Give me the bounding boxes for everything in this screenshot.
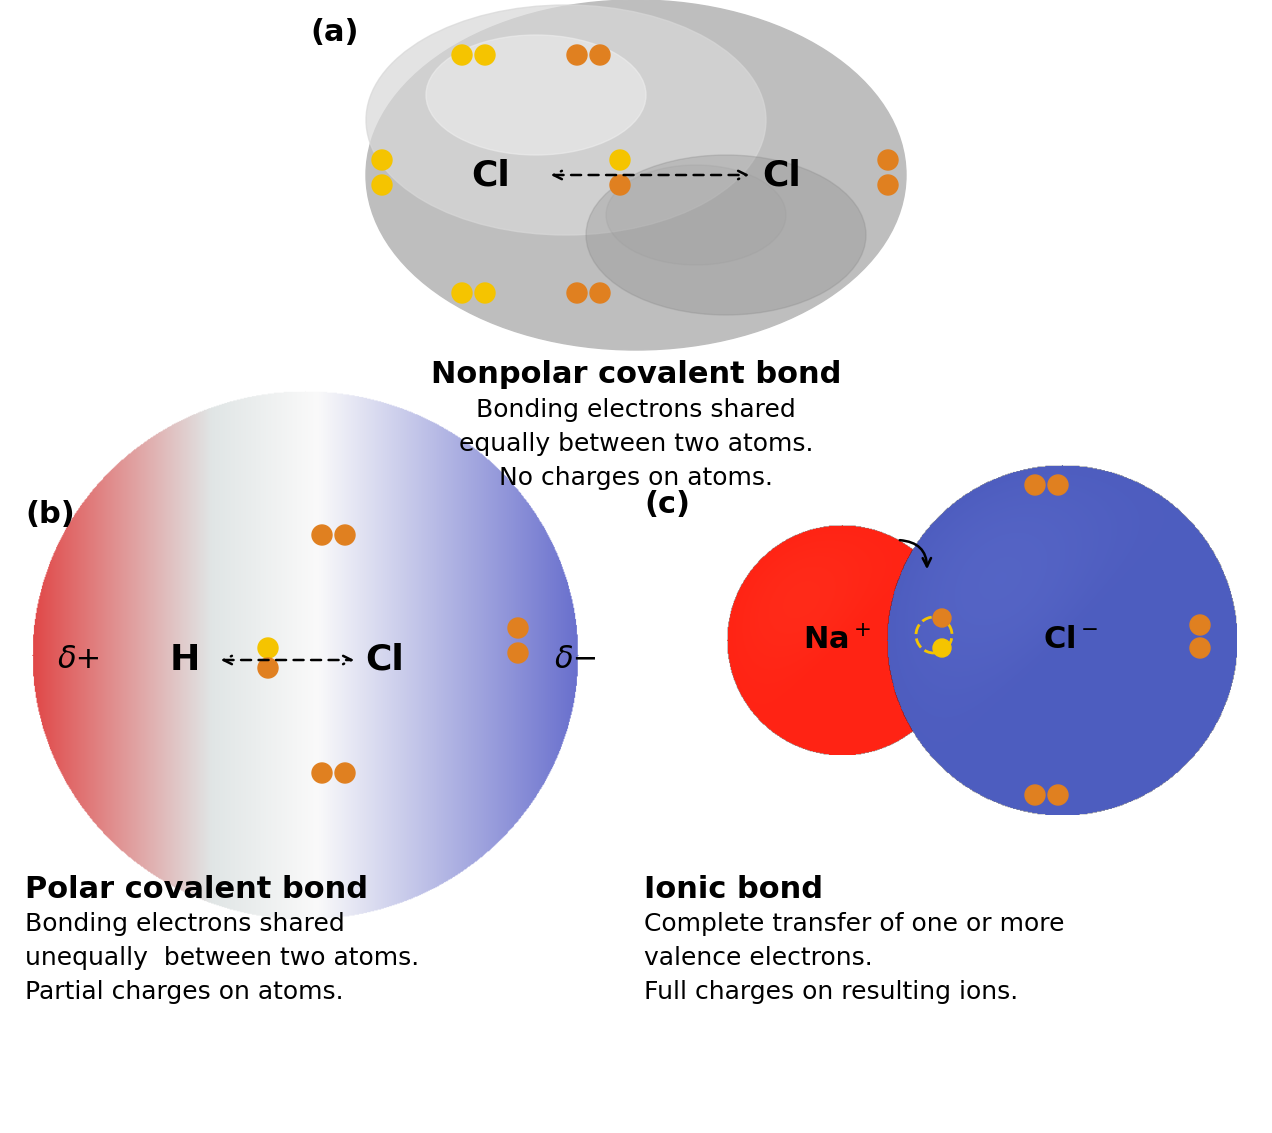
- Ellipse shape: [605, 165, 786, 265]
- Text: (a): (a): [310, 18, 359, 46]
- Circle shape: [508, 644, 528, 663]
- Circle shape: [932, 610, 951, 627]
- Text: Bonding electrons shared: Bonding electrons shared: [25, 912, 345, 936]
- Text: Cl$^-$: Cl$^-$: [1043, 625, 1098, 655]
- Circle shape: [258, 638, 279, 658]
- Circle shape: [1191, 615, 1210, 634]
- Circle shape: [371, 150, 392, 170]
- Circle shape: [312, 763, 332, 783]
- Circle shape: [1025, 475, 1046, 495]
- Text: Full charges on resulting ions.: Full charges on resulting ions.: [644, 980, 1019, 1004]
- Circle shape: [1191, 638, 1210, 658]
- Text: Cl: Cl: [365, 644, 403, 678]
- Text: valence electrons.: valence electrons.: [644, 946, 873, 970]
- Text: equally between two atoms.: equally between two atoms.: [459, 432, 813, 455]
- Ellipse shape: [366, 0, 906, 350]
- Circle shape: [932, 639, 951, 657]
- Circle shape: [312, 525, 332, 545]
- Circle shape: [474, 283, 495, 303]
- Text: (c): (c): [644, 489, 689, 519]
- Circle shape: [1025, 785, 1046, 806]
- Text: Ionic bond: Ionic bond: [644, 875, 823, 904]
- Circle shape: [258, 658, 279, 678]
- Text: Bonding electrons shared: Bonding electrons shared: [476, 398, 796, 421]
- Circle shape: [590, 283, 611, 303]
- Circle shape: [567, 45, 586, 65]
- Circle shape: [452, 283, 472, 303]
- Text: H: H: [169, 644, 200, 678]
- Circle shape: [611, 174, 630, 195]
- Text: Polar covalent bond: Polar covalent bond: [25, 875, 368, 904]
- Text: (b): (b): [25, 500, 75, 529]
- Circle shape: [335, 525, 355, 545]
- Circle shape: [878, 150, 898, 170]
- Text: No charges on atoms.: No charges on atoms.: [499, 466, 773, 489]
- Text: unequally  between two atoms.: unequally between two atoms.: [25, 946, 420, 970]
- Text: δ+: δ+: [59, 646, 102, 674]
- Text: Cl: Cl: [471, 157, 510, 191]
- Ellipse shape: [366, 5, 766, 235]
- Ellipse shape: [586, 155, 866, 315]
- Circle shape: [335, 763, 355, 783]
- Circle shape: [611, 150, 630, 170]
- Circle shape: [567, 283, 586, 303]
- Text: δ−: δ−: [555, 646, 599, 674]
- Circle shape: [371, 174, 392, 195]
- Circle shape: [1048, 475, 1068, 495]
- Text: Partial charges on atoms.: Partial charges on atoms.: [25, 980, 343, 1004]
- Circle shape: [474, 45, 495, 65]
- Text: Complete transfer of one or more: Complete transfer of one or more: [644, 912, 1065, 936]
- Circle shape: [878, 174, 898, 195]
- Circle shape: [1048, 785, 1068, 806]
- Text: Cl: Cl: [762, 157, 801, 191]
- Circle shape: [508, 617, 528, 638]
- Circle shape: [590, 45, 611, 65]
- Circle shape: [452, 45, 472, 65]
- Text: Na$^+$: Na$^+$: [803, 625, 871, 655]
- Text: Nonpolar covalent bond: Nonpolar covalent bond: [431, 360, 841, 389]
- Ellipse shape: [426, 35, 646, 155]
